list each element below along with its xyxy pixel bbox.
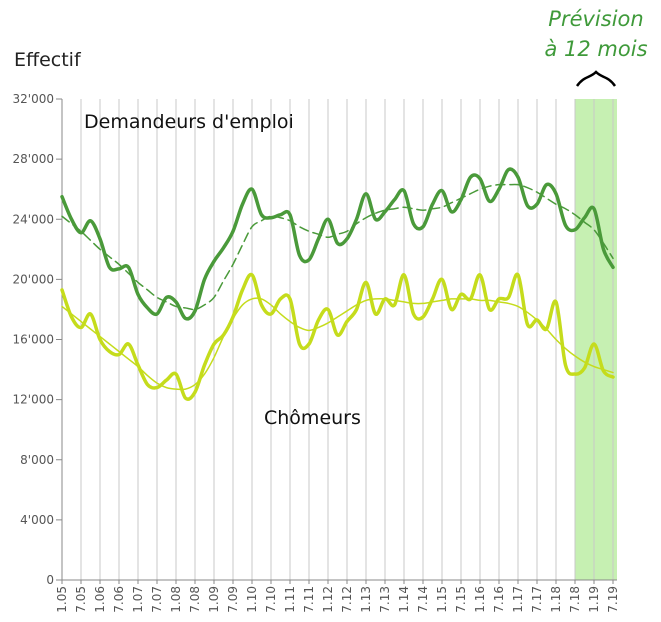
x-tick-label: 1.06	[93, 586, 107, 613]
x-tick-label: 7.13	[378, 586, 392, 613]
x-tick-label: 1.09	[207, 586, 221, 613]
y-tick-label: 16'000	[13, 333, 54, 347]
annotation: à 12 mois	[544, 37, 647, 61]
x-tick-label: 1.12	[321, 586, 335, 613]
series-line	[60, 167, 615, 321]
y-tick-label: 12'000	[13, 393, 54, 407]
y-tick-label: 4'000	[20, 513, 54, 527]
series-label: Demandeurs d'emploi	[84, 111, 294, 133]
x-tick-label: 1.18	[549, 586, 563, 613]
series-line	[60, 272, 615, 401]
x-tick-label: 7.17	[530, 586, 544, 613]
x-tick-label: 1.13	[359, 586, 373, 613]
x-tick-label: 7.05	[74, 586, 88, 613]
y-tick-label: 24'000	[13, 212, 54, 226]
x-tick-label: 1.08	[169, 586, 183, 613]
brace	[575, 70, 617, 87]
forecast-layer	[575, 99, 617, 580]
y-tick-label: 8'000	[20, 453, 54, 467]
x-tick-label: 7.19	[606, 586, 620, 613]
x-tick-label: 1.14	[397, 586, 411, 613]
x-tick-label: 7.12	[340, 586, 354, 613]
x-tick-label: 7.09	[226, 586, 240, 613]
x-tick-label: 1.16	[473, 586, 487, 613]
x-tick-label: 7.11	[302, 586, 316, 613]
x-tick-label: 1.19	[587, 586, 601, 613]
x-tick-label: 1.07	[131, 586, 145, 613]
y-tick-label: 28'000	[13, 152, 54, 166]
lines-layer	[60, 167, 615, 401]
series-line	[61, 183, 614, 311]
annotation: Prévision	[548, 7, 643, 31]
y-tick-label: 32'000	[13, 92, 54, 106]
x-tick-label: 7.15	[454, 586, 468, 613]
y-tick-label: 20'000	[13, 272, 54, 286]
x-tick-label: 7.07	[150, 586, 164, 613]
x-tick-label: 1.05	[55, 586, 69, 613]
series-line	[61, 297, 614, 391]
x-tick-label: 7.08	[188, 586, 202, 613]
x-tick-label: 7.14	[416, 586, 430, 613]
grid-layer: 1.05 7.05 1.06 7.06 1.07 7.07 1.08 7.08 1.09 7.09…	[13, 92, 620, 613]
y-tick-label: 0	[46, 573, 54, 587]
series-label: Chômeurs	[264, 407, 361, 429]
y-axis-label: Effectif	[14, 49, 82, 71]
x-tick-label: 7.10	[264, 586, 278, 613]
x-tick-label: 1.10	[245, 586, 259, 613]
forecast-band	[575, 99, 617, 580]
x-tick-label: 7.06	[112, 586, 126, 613]
x-tick-label: 1.15	[435, 586, 449, 613]
x-tick-label: 1.17	[511, 586, 525, 613]
x-tick-label: 7.18	[568, 586, 582, 613]
x-tick-label: 1.11	[283, 586, 297, 613]
x-tick-label: 7.16	[492, 586, 506, 613]
